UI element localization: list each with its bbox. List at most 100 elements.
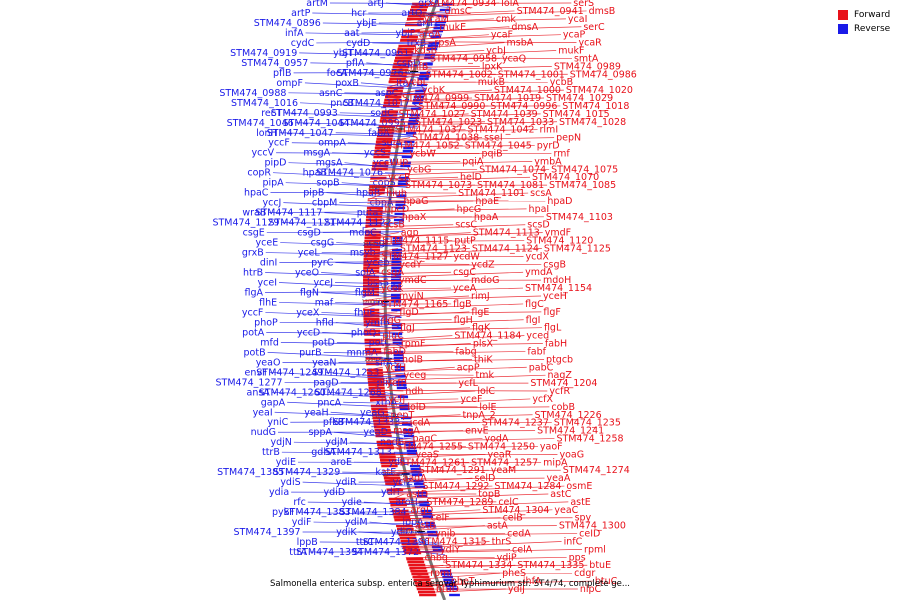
- reverse-gene-label: pipA: [262, 178, 284, 189]
- reverse-gene-label: yceb: [367, 258, 390, 269]
- label-connector: [367, 192, 529, 200]
- reverse-gene-label: yceI: [258, 277, 278, 288]
- label-connector: [283, 202, 406, 208]
- forward-gene-label: yeaA: [547, 473, 571, 484]
- forward-gene-label: STM474_0996: [490, 101, 557, 112]
- label-connector: [401, 34, 417, 38]
- forward-gene-label: argD: [410, 505, 433, 516]
- forward-gene-label: mukF: [558, 46, 584, 57]
- label-connector: [397, 525, 485, 532]
- label-connector: [363, 295, 398, 302]
- label-connector: [434, 22, 445, 29]
- label-connector: [385, 89, 420, 97]
- label-connector: [406, 18, 422, 22]
- label-connector: [362, 287, 524, 293]
- reverse-gene-label: focA: [327, 68, 348, 79]
- forward-gene-label: pqiA: [462, 156, 484, 167]
- reverse-gene-label: STM474_0957: [241, 58, 308, 69]
- label-connector: [373, 422, 408, 426]
- label-connector: [397, 42, 505, 50]
- label-connector: [366, 208, 383, 213]
- forward-gene-label: STM474_1204: [530, 378, 597, 389]
- forward-gene-label: ycaF: [491, 30, 513, 41]
- forward-gene-label: flgF: [543, 307, 560, 318]
- label-connector: [363, 303, 380, 309]
- reverse-gene-label: yceO: [295, 268, 319, 279]
- label-connector: [363, 263, 470, 265]
- forward-gene-label: STM474_1123: [400, 243, 467, 254]
- forward-gene-label: STM474_1101: [458, 188, 525, 199]
- forward-gene-label: btuC: [595, 576, 618, 587]
- label-connector: [408, 10, 515, 16]
- reverse-gene-label: cspD: [397, 58, 421, 69]
- label-connector: [392, 509, 409, 515]
- reverse-gene-label: yccW: [373, 158, 399, 169]
- forward-gene-label: chbg: [425, 552, 448, 563]
- forward-gene-label: ycaP: [563, 30, 586, 41]
- forward-gene-label: lolC: [477, 386, 495, 397]
- label-connector: [377, 272, 402, 277]
- label-connector: [391, 501, 569, 509]
- forward-gene-label: STM474_1075: [551, 164, 618, 175]
- label-connector: [321, 252, 402, 254]
- reverse-gene-label: potB: [244, 347, 266, 358]
- reverse-gene-label: pfkB: [323, 417, 344, 428]
- reverse-gene-label: STM474_0995: [339, 118, 406, 129]
- label-connector: [266, 332, 403, 335]
- label-connector: [321, 312, 402, 317]
- forward-gene-label: ycbL: [406, 77, 429, 88]
- reverse-gene-label: hcr: [351, 8, 366, 19]
- forward-gene-label: STM474_1165: [381, 299, 448, 310]
- label-connector: [418, 588, 506, 594]
- label-connector: [344, 162, 410, 170]
- label-connector: [335, 132, 416, 135]
- label-connector: [380, 113, 541, 119]
- label-connector: [371, 406, 550, 409]
- forward-gene-label: mukE: [439, 22, 466, 33]
- reverse-gene-label: ydia: [269, 487, 289, 498]
- forward-gene-labels: STM474_0934lolAserSdmsCSTM474_0941dmsByc…: [362, 0, 637, 595]
- label-connector: [333, 431, 415, 440]
- reverse-gene-label: STM474_1333: [333, 417, 400, 428]
- forward-gene-label: STM474_1028: [559, 117, 626, 128]
- reverse-gene-label: yniC: [267, 417, 288, 428]
- reverse-gene-label: STM474_0896: [254, 18, 321, 29]
- label-connector: [399, 41, 577, 43]
- reverse-gene-label: pflA: [346, 58, 365, 69]
- label-connector: [363, 311, 542, 315]
- forward-gene-label: topB: [478, 489, 500, 500]
- forward-gene-label: sseI: [484, 133, 503, 144]
- label-connector: [366, 208, 527, 212]
- reverse-gene-label: hpaR: [356, 188, 381, 199]
- reverse-gene-label: yceX: [296, 307, 320, 318]
- reverse-gene-label: cydC: [291, 38, 315, 49]
- reverse-gene-label: STM474_1046: [227, 118, 294, 129]
- forward-gene-label: fabf: [527, 346, 546, 357]
- label-connector: [363, 248, 542, 256]
- label-connector: [363, 256, 452, 264]
- label-connector: [380, 113, 469, 120]
- label-connector: [370, 398, 531, 406]
- reverse-gene-labels: grxAartJartMartQhcrartPartIybjESTM474_08…: [212, 0, 453, 558]
- reverse-gene-label: yeaI: [253, 407, 273, 418]
- label-connector: [378, 121, 558, 127]
- label-connector: [370, 168, 550, 177]
- reverse-gene-label: potA: [242, 327, 265, 338]
- label-connector: [425, 521, 437, 529]
- label-connector: [376, 137, 555, 142]
- label-connector: [307, 501, 430, 505]
- forward-gene-label: yeaM: [491, 465, 517, 476]
- forward-gene-label: mdoG: [471, 275, 499, 286]
- forward-gene-label: flgC: [525, 299, 544, 310]
- reverse-gene-label: STM474_0919: [230, 48, 297, 59]
- label-connector: [320, 292, 402, 298]
- reverse-gene-label: copR: [247, 168, 271, 179]
- reverse-gene-label: STM474_1016: [231, 98, 298, 109]
- label-connector: [364, 232, 471, 239]
- forward-gene-label: kdsB: [414, 46, 437, 57]
- forward-gene-label: infB: [410, 61, 429, 72]
- label-connector: [279, 302, 402, 306]
- forward-gene-label: rpmF: [401, 339, 426, 350]
- reverse-gene-label: STM474_1253: [312, 367, 379, 378]
